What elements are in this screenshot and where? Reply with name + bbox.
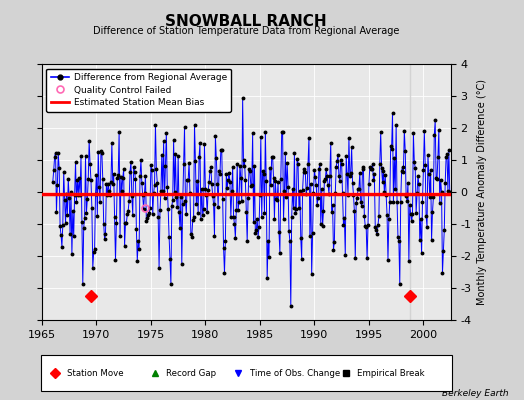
Text: SNOWBALL RANCH: SNOWBALL RANCH bbox=[166, 14, 327, 29]
Text: Record Gap: Record Gap bbox=[166, 368, 216, 378]
Y-axis label: Monthly Temperature Anomaly Difference (°C): Monthly Temperature Anomaly Difference (… bbox=[477, 79, 487, 305]
Text: Difference of Station Temperature Data from Regional Average: Difference of Station Temperature Data f… bbox=[93, 26, 399, 36]
Text: Berkeley Earth: Berkeley Earth bbox=[442, 389, 508, 398]
Legend: Difference from Regional Average, Quality Control Failed, Estimated Station Mean: Difference from Regional Average, Qualit… bbox=[47, 68, 231, 112]
Text: Empirical Break: Empirical Break bbox=[357, 368, 425, 378]
Text: Time of Obs. Change: Time of Obs. Change bbox=[250, 368, 340, 378]
Text: Station Move: Station Move bbox=[67, 368, 123, 378]
